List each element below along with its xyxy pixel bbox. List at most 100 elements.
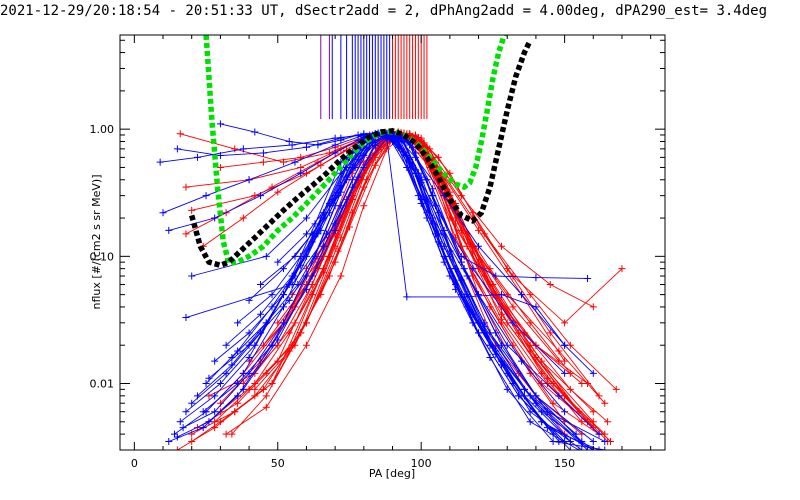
- series-point: [538, 418, 546, 426]
- series-point: [173, 446, 181, 450]
- series-point: [291, 341, 299, 349]
- series-point: [205, 418, 213, 426]
- series-point: [561, 341, 569, 349]
- series-point: [561, 369, 569, 377]
- series-point: [423, 214, 431, 222]
- series-point: [360, 163, 368, 171]
- series-point: [601, 446, 609, 450]
- series-31: [171, 130, 574, 445]
- series-point: [526, 408, 534, 416]
- series-point: [566, 437, 574, 445]
- series-point: [274, 336, 282, 344]
- series-7: [211, 131, 586, 438]
- series-point: [612, 385, 620, 393]
- series-point: [457, 192, 465, 200]
- series-point: [288, 141, 296, 149]
- series-point: [403, 293, 411, 301]
- series-point: [179, 424, 187, 432]
- series-point: [182, 314, 190, 322]
- series-point: [526, 319, 534, 327]
- series-line-1: [185, 132, 617, 390]
- series-point: [239, 385, 247, 393]
- series-point: [297, 169, 305, 177]
- series-line-24: [177, 133, 560, 450]
- series-point: [561, 408, 569, 416]
- series-point: [337, 272, 345, 280]
- y-tick-label: 0.10: [90, 250, 115, 263]
- series-point: [245, 176, 253, 184]
- series-point: [394, 137, 402, 145]
- series-point: [546, 281, 554, 289]
- series-point: [294, 281, 302, 289]
- series-point: [199, 424, 207, 432]
- series-point: [291, 158, 299, 166]
- series-point: [222, 430, 230, 438]
- series-point: [368, 139, 376, 147]
- series-point: [234, 380, 242, 388]
- series-point: [589, 303, 597, 311]
- series-point: [251, 392, 259, 400]
- series-point: [285, 137, 293, 145]
- series-point: [202, 192, 210, 200]
- series-point: [595, 430, 603, 438]
- series-point: [578, 418, 586, 426]
- series-15: [205, 129, 609, 407]
- series-point: [337, 136, 345, 144]
- series-point: [503, 265, 511, 273]
- series-line-15: [208, 132, 606, 404]
- series-point: [532, 274, 540, 282]
- series-point: [348, 183, 356, 191]
- series-line-49: [177, 134, 583, 444]
- series-point: [584, 274, 592, 282]
- series-point: [457, 258, 465, 266]
- x-axis-label: PA [deg]: [369, 467, 415, 480]
- series-point: [549, 399, 557, 407]
- series-point: [211, 424, 219, 432]
- series-point: [182, 183, 190, 191]
- series-line-31: [174, 133, 571, 442]
- series-point: [211, 408, 219, 416]
- series-line-2: [191, 133, 594, 308]
- series-point: [234, 399, 242, 407]
- series-point: [520, 385, 528, 393]
- series-point: [526, 418, 534, 426]
- series-14: [193, 128, 592, 432]
- series-9: [216, 131, 603, 438]
- series-point: [561, 319, 569, 327]
- chart-title: 2021-12-29/20:18:54 - 20:51:33 UT, dSect…: [0, 3, 767, 19]
- series-point: [518, 357, 526, 365]
- series-point: [589, 437, 597, 445]
- x-tick-label: 0: [131, 457, 138, 470]
- series-point: [262, 319, 270, 327]
- series-point: [469, 209, 477, 217]
- series-point: [509, 272, 517, 280]
- series-line-48: [208, 132, 583, 442]
- series-point: [320, 214, 328, 222]
- series-point: [452, 285, 460, 293]
- series-point: [555, 347, 563, 355]
- series-point: [259, 158, 267, 166]
- series-point: [259, 341, 267, 349]
- series-point: [205, 374, 213, 382]
- series-point: [475, 242, 483, 250]
- axes: 0 50 100 150 0.01 0.10 1.00: [90, 35, 665, 470]
- series-point: [245, 354, 253, 362]
- series-26: [156, 130, 569, 349]
- series-point: [578, 446, 586, 450]
- series-point: [222, 369, 230, 377]
- series-point: [584, 446, 592, 450]
- series-point: [216, 152, 224, 160]
- series-point: [348, 176, 356, 184]
- series-point: [188, 399, 196, 407]
- series-point: [228, 361, 236, 369]
- series-point: [262, 403, 270, 411]
- series-point: [543, 380, 551, 388]
- series-line-45: [277, 133, 594, 450]
- series-point: [549, 437, 557, 445]
- series-point: [211, 214, 219, 222]
- series-point: [566, 446, 574, 450]
- series-point: [526, 291, 534, 299]
- series-point: [317, 226, 325, 234]
- series-point: [280, 291, 287, 299]
